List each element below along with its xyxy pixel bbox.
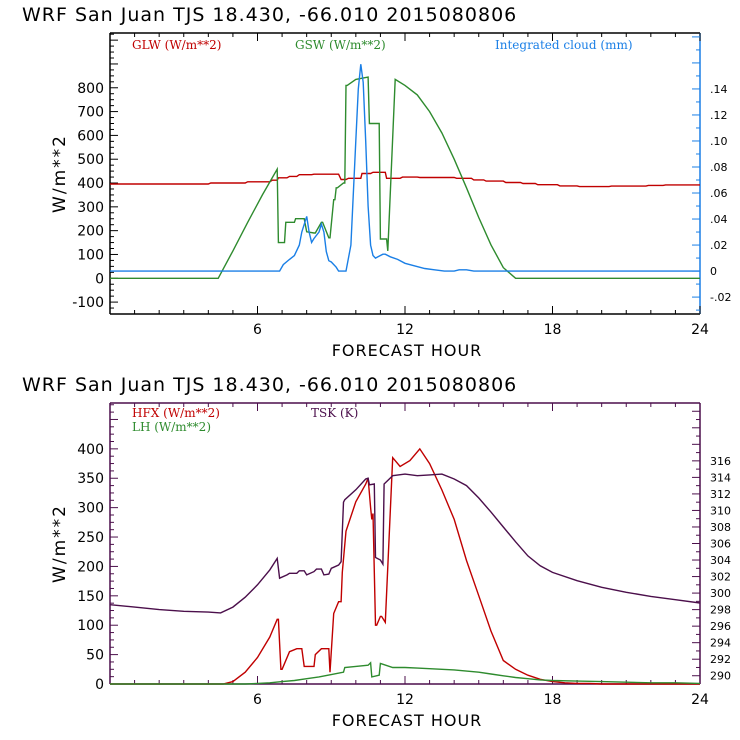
series-line-hfx (110, 447, 700, 685)
bottom-panel: WRF San Juan TJS 18.430, -66.010 2015080… (22, 374, 731, 730)
y-tick-label: 300 (77, 200, 104, 216)
y-tick-label: -100 (72, 295, 104, 311)
y2-tick-label: 306 (710, 538, 731, 551)
series-line-integrated (110, 64, 700, 272)
x-tick-label: 18 (544, 692, 562, 708)
series-line-lh (110, 661, 701, 685)
y2-tick-label: .14 (710, 83, 728, 96)
x-tick-label: 6 (253, 322, 262, 338)
y2-tick-label: 316 (710, 455, 731, 468)
x-tick-label: 12 (396, 692, 414, 708)
y2-tick-label: 314 (710, 471, 731, 484)
legend-entry-glw: GLW (W/m**2) (132, 38, 221, 52)
y-tick-label: 350 (77, 471, 104, 487)
y2-tick-label: 298 (710, 604, 731, 617)
panel-title: WRF San Juan TJS 18.430, -66.010 2015080… (22, 4, 517, 26)
y2-tick-label: 304 (710, 554, 731, 567)
y-axis-title: W/m**2 (50, 134, 70, 213)
y2-tick-label: 312 (710, 488, 731, 501)
y2-tick-label: .06 (710, 187, 728, 200)
y-tick-label: 0 (95, 271, 104, 287)
y-tick-label: 500 (77, 152, 104, 168)
y-axis-title: W/m**2 (50, 504, 70, 583)
legend-entry-gsw: GSW (W/m**2) (295, 38, 386, 52)
y-tick-label: 0 (95, 677, 104, 693)
y2-tick-label: 302 (710, 571, 731, 584)
y-tick-label: 800 (77, 81, 104, 97)
x-tick-label: 6 (253, 692, 262, 708)
x-tick-label: 18 (544, 322, 562, 338)
axes: 6 12 18 24 0 50 100 150 200 250 300 350 400 290 292 294… (77, 402, 731, 708)
legend: HFX (W/m**2) LH (W/m**2) TSK (K) (132, 406, 358, 434)
legend-entry-lh: LH (W/m**2) (132, 420, 211, 434)
y2-tick-label: .10 (710, 135, 728, 148)
x-axis-label: FORECAST HOUR (332, 341, 483, 360)
y-tick-label: 100 (77, 618, 104, 634)
y2-tick-label: 308 (710, 521, 731, 534)
x-axis-label: FORECAST HOUR (332, 711, 483, 730)
y-tick-label: 150 (77, 589, 104, 605)
y2-tick-label: 294 (710, 637, 731, 650)
x-tick-label: 12 (396, 322, 414, 338)
y-tick-label: 600 (77, 128, 104, 144)
y-tick-label: 250 (77, 530, 104, 546)
x-tick-label: 24 (691, 692, 709, 708)
y2-tick-label: 310 (710, 504, 731, 517)
series-line-tsk (109, 473, 701, 614)
y2-tick-label: .04 (710, 213, 728, 226)
y-tick-label: 400 (77, 442, 104, 458)
y-axis-label: W/m**2 (50, 504, 70, 583)
series-line-gsw (110, 76, 700, 279)
y2-tick-label: -.02 (710, 291, 731, 304)
y-tick-label: 100 (77, 247, 104, 263)
y-axis-label: W/m**2 (50, 134, 70, 213)
y2-tick-label: .02 (710, 239, 728, 252)
y-tick-label: 50 (86, 648, 104, 664)
y-tick-label: 300 (77, 501, 104, 517)
y2-tick-label: 296 (710, 620, 731, 633)
panel-title: WRF San Juan TJS 18.430, -66.010 2015080… (22, 374, 517, 396)
y2-tick-label: .08 (710, 161, 728, 174)
plot-area (109, 447, 701, 685)
y2-tick-label: 300 (710, 587, 731, 600)
top-panel: WRF San Juan TJS 18.430, -66.010 2015080… (22, 4, 731, 360)
legend-entry-hfx: HFX (W/m**2) (132, 406, 220, 420)
y2-tick-label: 292 (710, 653, 731, 666)
y2-tick-label: 290 (710, 670, 731, 683)
y-tick-label: 200 (77, 224, 104, 240)
y-tick-label: 400 (77, 176, 104, 192)
y2-tick-label: 0 (710, 265, 717, 278)
y2-tick-label: .12 (710, 109, 728, 122)
y-tick-label: 700 (77, 105, 104, 121)
x-tick-label: 24 (691, 322, 709, 338)
y-tick-label: 200 (77, 559, 104, 575)
axes: 6 12 18 24 -100 0 100 200 300 400 500 600 700 800 -.02… (72, 32, 731, 338)
legend-entry-tsk: TSK (K) (311, 406, 358, 420)
legend-entry-cloud: Integrated cloud (mm) (495, 38, 633, 52)
plot-area (110, 64, 700, 279)
legend: GLW (W/m**2) GSW (W/m**2) Integrated clo… (132, 38, 633, 52)
series-line-glw (110, 171, 700, 188)
